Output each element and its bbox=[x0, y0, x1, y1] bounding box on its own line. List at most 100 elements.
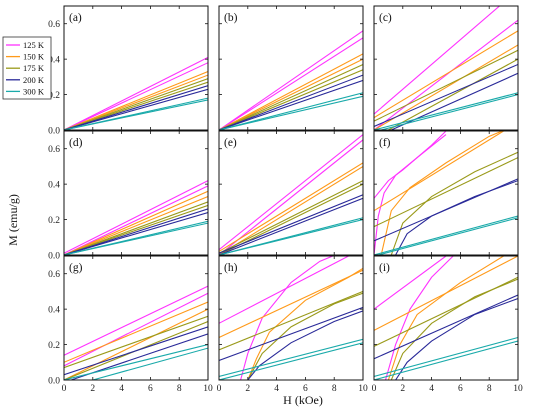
curve-125k bbox=[384, 256, 454, 380]
curve-150k bbox=[64, 196, 208, 255]
y-tick-label: 0.2 bbox=[48, 216, 60, 226]
x-tick-label: 2 bbox=[90, 384, 95, 394]
y-tick-label: 0.0 bbox=[48, 252, 60, 262]
curve-200k bbox=[64, 211, 208, 255]
x-tick-label: 0 bbox=[217, 384, 222, 394]
x-tick-label: 6 bbox=[303, 384, 308, 394]
panel-frame bbox=[218, 255, 364, 381]
x-tick-label: 10 bbox=[203, 384, 213, 394]
panel-label: (d) bbox=[69, 137, 83, 149]
curve-150k bbox=[219, 53, 363, 130]
panel-label: (a) bbox=[69, 12, 82, 24]
y-tick-label: 0.2 bbox=[48, 341, 60, 351]
y-tick-label: 0.2 bbox=[48, 91, 60, 101]
curve-200k bbox=[64, 88, 208, 130]
curves bbox=[64, 285, 208, 380]
y-tick-label: 0.4 bbox=[48, 56, 60, 66]
curve-300k bbox=[374, 336, 518, 377]
curve-300k bbox=[374, 340, 518, 380]
panel-label: (h) bbox=[224, 262, 238, 274]
curve-200k bbox=[219, 74, 363, 130]
curve-300k bbox=[219, 92, 363, 130]
curve-150k bbox=[64, 301, 208, 363]
curve-200k bbox=[219, 194, 363, 254]
curve-300k bbox=[64, 99, 208, 130]
panel-f: (f) bbox=[373, 130, 519, 256]
curve-125k bbox=[374, 256, 447, 310]
curve-150k bbox=[374, 131, 504, 212]
panel-frame bbox=[373, 5, 519, 131]
curve-175k bbox=[64, 78, 208, 130]
curve-125k bbox=[64, 56, 208, 130]
panel-label: (i) bbox=[379, 262, 390, 274]
curves bbox=[64, 180, 208, 255]
x-tick-label: 8 bbox=[487, 384, 492, 394]
panel-grid: 0.0 0.2 0.4 0.6 (a) (b) (c) 0.0 0.2 0.4 0.6 (d) (e) (… bbox=[48, 5, 523, 394]
curves bbox=[219, 256, 363, 380]
curve-125k bbox=[219, 256, 349, 324]
curve-125k bbox=[64, 185, 208, 255]
legend-label: 125 K bbox=[23, 40, 45, 50]
curve-200k bbox=[247, 310, 363, 380]
y-tick-label: 0.6 bbox=[48, 270, 60, 280]
curve-200k bbox=[64, 326, 208, 376]
curve-150k bbox=[374, 30, 518, 119]
curve-200k bbox=[219, 197, 363, 255]
panel-e: (e) bbox=[218, 130, 364, 256]
curve-300k bbox=[378, 217, 518, 255]
curve-200k bbox=[395, 297, 518, 380]
curve-125k bbox=[374, 19, 518, 130]
panel-frame bbox=[373, 130, 519, 256]
curve-125k bbox=[64, 62, 208, 130]
curve-125k bbox=[64, 285, 208, 356]
panel-frame bbox=[63, 255, 209, 381]
panel-label: (f) bbox=[379, 137, 391, 149]
curve-200k bbox=[374, 294, 518, 360]
x-tick-label: 8 bbox=[177, 384, 182, 394]
curve-175k bbox=[390, 278, 518, 380]
curve-150k bbox=[219, 165, 363, 255]
curve-125k bbox=[219, 139, 363, 255]
curve-200k bbox=[219, 79, 363, 130]
x-tick-label: 8 bbox=[332, 384, 337, 394]
curve-125k bbox=[64, 180, 208, 254]
curve-125k bbox=[219, 30, 363, 130]
curve-175k bbox=[374, 49, 518, 122]
curve-150k bbox=[219, 58, 363, 130]
curve-125k bbox=[374, 6, 501, 115]
curve-150k bbox=[64, 74, 208, 130]
curve-300k bbox=[374, 92, 518, 130]
curves bbox=[374, 256, 518, 380]
curve-300k bbox=[374, 215, 518, 255]
panel-label: (b) bbox=[224, 12, 238, 24]
curve-200k bbox=[374, 63, 518, 127]
panel-frame bbox=[63, 5, 209, 131]
x-tick-label: 10 bbox=[358, 384, 368, 394]
curve-150k bbox=[64, 308, 208, 380]
panel-c: (c) bbox=[373, 5, 519, 131]
curve-150k bbox=[64, 71, 208, 130]
curve-150k bbox=[219, 162, 363, 252]
x-axis-title: H (kOe) bbox=[283, 393, 323, 407]
legend-label: 150 K bbox=[23, 52, 45, 62]
panel-frame bbox=[218, 130, 364, 256]
curve-125k bbox=[64, 292, 208, 367]
curve-175k bbox=[247, 292, 363, 380]
y-axis-title: M (emu/g) bbox=[6, 194, 20, 246]
curve-175k bbox=[374, 157, 518, 228]
panel-g: 0.0 0.2 0.4 0.6 0 2 4 6 8 10 (g) bbox=[48, 255, 213, 394]
curve-175k bbox=[64, 201, 208, 255]
x-tick-label: 2 bbox=[400, 384, 405, 394]
curve-125k bbox=[374, 134, 447, 255]
curve-150k bbox=[64, 190, 208, 255]
panel-d: 0.0 0.2 0.4 0.6 (d) bbox=[48, 130, 209, 262]
x-tick-label: 4 bbox=[274, 384, 279, 394]
x-tick-label: 10 bbox=[513, 384, 523, 394]
x-tick-label: 0 bbox=[62, 384, 67, 394]
curves bbox=[219, 30, 363, 130]
curves bbox=[374, 6, 518, 130]
curve-300k bbox=[219, 219, 363, 255]
curve-200k bbox=[64, 85, 208, 130]
y-tick-label: 0.0 bbox=[48, 377, 60, 387]
curve-175k bbox=[219, 290, 363, 351]
